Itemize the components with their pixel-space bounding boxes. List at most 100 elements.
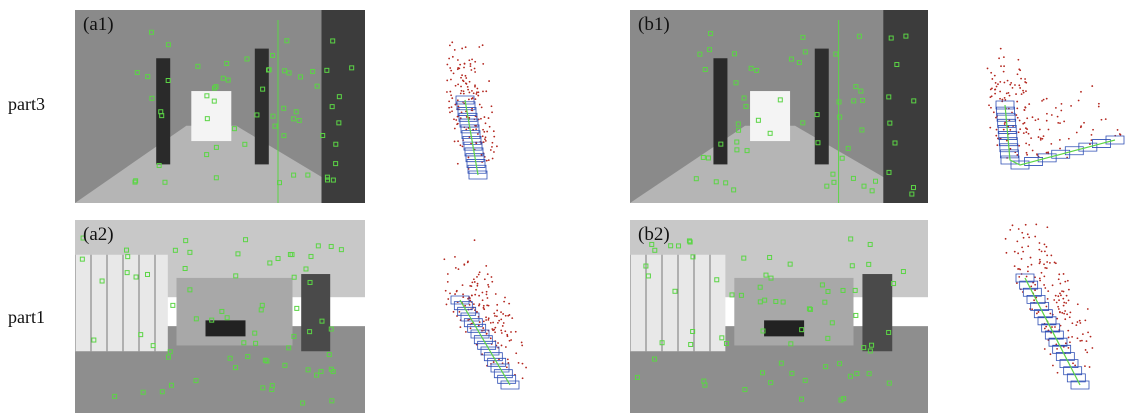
map-point — [1019, 128, 1021, 130]
map-point — [1069, 316, 1071, 318]
map-point — [470, 63, 472, 65]
map-point — [1058, 278, 1060, 280]
map-point — [469, 81, 471, 83]
map-point — [1003, 71, 1005, 73]
map-point — [507, 335, 509, 337]
map-point — [1046, 98, 1048, 100]
map-point — [995, 117, 997, 119]
map-point — [450, 94, 452, 96]
map-point — [453, 72, 455, 74]
map-point — [488, 286, 490, 288]
map-point — [1038, 249, 1040, 251]
map-point — [474, 294, 476, 296]
map-point — [1057, 372, 1059, 374]
map-point — [482, 91, 484, 93]
map-point — [491, 281, 493, 283]
map-point — [1042, 138, 1044, 140]
map-point — [1016, 107, 1018, 109]
map-point — [470, 327, 472, 329]
map-point — [1041, 100, 1043, 102]
map-point — [995, 135, 997, 137]
map-point — [448, 107, 450, 109]
map-point — [463, 264, 465, 266]
panel-graphic — [75, 10, 365, 203]
map-point — [1057, 116, 1059, 118]
map-point — [1049, 313, 1051, 315]
map-point — [476, 88, 478, 90]
map-point — [488, 305, 490, 307]
map-point — [487, 319, 489, 321]
map-point — [449, 67, 451, 69]
map-point — [473, 92, 475, 94]
panel-tag: (b2) — [638, 224, 670, 246]
map-point — [445, 290, 447, 292]
map-point — [469, 300, 471, 302]
map-point — [1080, 125, 1082, 127]
map-point — [491, 146, 493, 148]
map-point — [497, 322, 499, 324]
map-point — [1046, 306, 1048, 308]
map-point — [455, 85, 457, 87]
map-point — [1010, 148, 1012, 150]
map-point — [492, 142, 494, 144]
map-point — [1043, 99, 1045, 101]
map-point — [1028, 236, 1030, 238]
map-point — [1060, 294, 1062, 296]
map-point — [476, 276, 478, 278]
map-point — [501, 332, 503, 334]
map-point — [1046, 152, 1048, 154]
map-point — [1055, 107, 1057, 109]
map-point — [1050, 255, 1052, 257]
trajectory — [1025, 278, 1080, 385]
panel-graphic — [930, 220, 1132, 413]
map-point — [1012, 224, 1014, 226]
map-point — [1014, 265, 1016, 267]
map-point — [1071, 322, 1073, 324]
map-point — [489, 126, 491, 128]
map-point — [1079, 340, 1081, 342]
map-point — [1070, 105, 1072, 107]
map-point — [505, 346, 507, 348]
map-point — [1064, 310, 1066, 312]
map-point — [1004, 122, 1006, 124]
map-point — [450, 79, 452, 81]
map-point — [492, 158, 494, 160]
map-point — [456, 123, 458, 125]
map-point — [1072, 362, 1074, 364]
map-point — [1018, 145, 1020, 147]
map-point — [1027, 270, 1029, 272]
map-point — [1037, 118, 1039, 120]
map-point — [451, 106, 453, 108]
door-light — [750, 91, 790, 141]
map-point — [458, 106, 460, 108]
map-point — [1084, 319, 1086, 321]
point-cloud — [930, 220, 1132, 413]
map-point — [474, 239, 476, 241]
map-point — [1048, 129, 1050, 131]
map-point — [476, 93, 478, 95]
map-point — [1101, 119, 1103, 121]
map-point — [1009, 84, 1011, 86]
map-point — [1025, 82, 1027, 84]
map-point — [457, 59, 459, 61]
map-point — [487, 297, 489, 299]
map-point — [1063, 302, 1065, 304]
map-point — [1000, 48, 1002, 50]
map-point — [996, 144, 998, 146]
panel-graphic — [630, 10, 928, 203]
map-point — [1076, 132, 1078, 134]
map-point — [470, 69, 472, 71]
map-point — [1027, 245, 1029, 247]
map-point — [1015, 114, 1017, 116]
map-point — [507, 362, 509, 364]
map-point — [454, 128, 456, 130]
map-point — [454, 49, 456, 51]
map-point — [478, 46, 480, 48]
map-point — [1028, 103, 1030, 105]
map-point — [467, 86, 469, 88]
map-point — [446, 91, 448, 93]
map-point — [990, 107, 992, 109]
map-point — [494, 315, 496, 317]
map-point — [465, 75, 467, 77]
map-point — [1021, 93, 1023, 95]
